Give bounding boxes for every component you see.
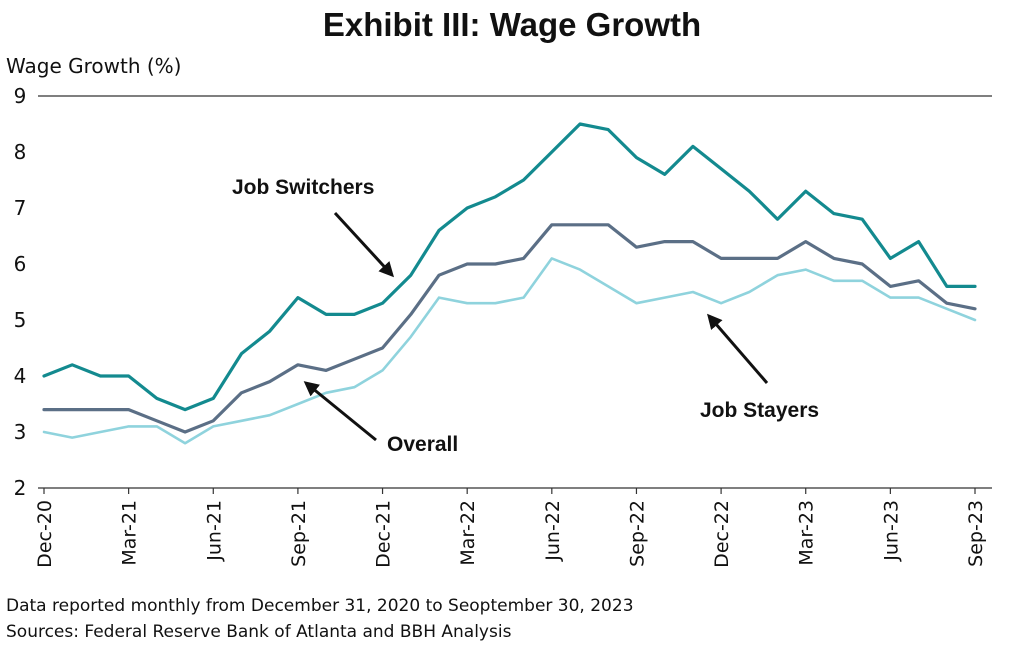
annotation-label-overall: Overall [387,433,458,456]
x-tick-label-dec-21: Dec-21 [373,500,395,568]
series-line-overall [42,223,977,434]
y-tick-label-5: 5 [14,308,27,332]
annotation-arrow-job-switchers [333,211,395,278]
line-chart: 2 3 4 5 6 7 8 9 Dec-20 Mar-21 Jun-21 Sep-21 Dec-21 Ma… [14,84,992,568]
x-tick-label-sep-22: Sep-22 [626,500,648,567]
y-tick-label-3: 3 [14,420,27,444]
x-tick-label-sep-21: Sep-21 [288,500,310,567]
footnote-data-range: Data reported monthly from December 31, … [6,596,634,616]
x-tick-label-sep-23: Sep-23 [965,500,987,567]
y-tick-label-4: 4 [14,364,27,388]
x-tick-label-jun-21: Jun-21 [203,500,225,562]
x-tick-label-mar-21: Mar-21 [119,500,141,566]
y-tick-label-9: 9 [14,84,27,108]
chart-title: Exhibit III: Wage Growth [322,6,702,43]
y-tick-label-8: 8 [14,140,27,164]
x-tick-label-dec-20: Dec-20 [34,500,56,568]
y-tick-label-7: 7 [14,196,27,220]
y-tick-label-6: 6 [14,252,27,276]
x-tick-label-mar-22: Mar-22 [457,500,479,566]
x-tick-label-dec-22: Dec-22 [711,500,733,568]
x-tick-label-jun-23: Jun-23 [880,500,902,562]
footnote-sources: Sources: Federal Reserve Bank of Atlanta… [6,622,512,642]
annotation-label-job-switchers: Job Switchers [232,176,374,199]
y-tick-label-2: 2 [14,476,27,500]
y-axis-label: Wage Growth (%) [6,54,182,78]
series-line-job-switchers [42,122,977,412]
annotation-label-job-stayers: Job Stayers [700,399,819,422]
x-tick-label-jun-22: Jun-22 [542,500,564,562]
series-line-job-stayers [42,257,977,445]
annotation-arrow-overall [303,381,377,442]
x-tick-label-mar-23: Mar-23 [796,500,818,566]
annotation-arrow-job-stayers [707,313,769,384]
